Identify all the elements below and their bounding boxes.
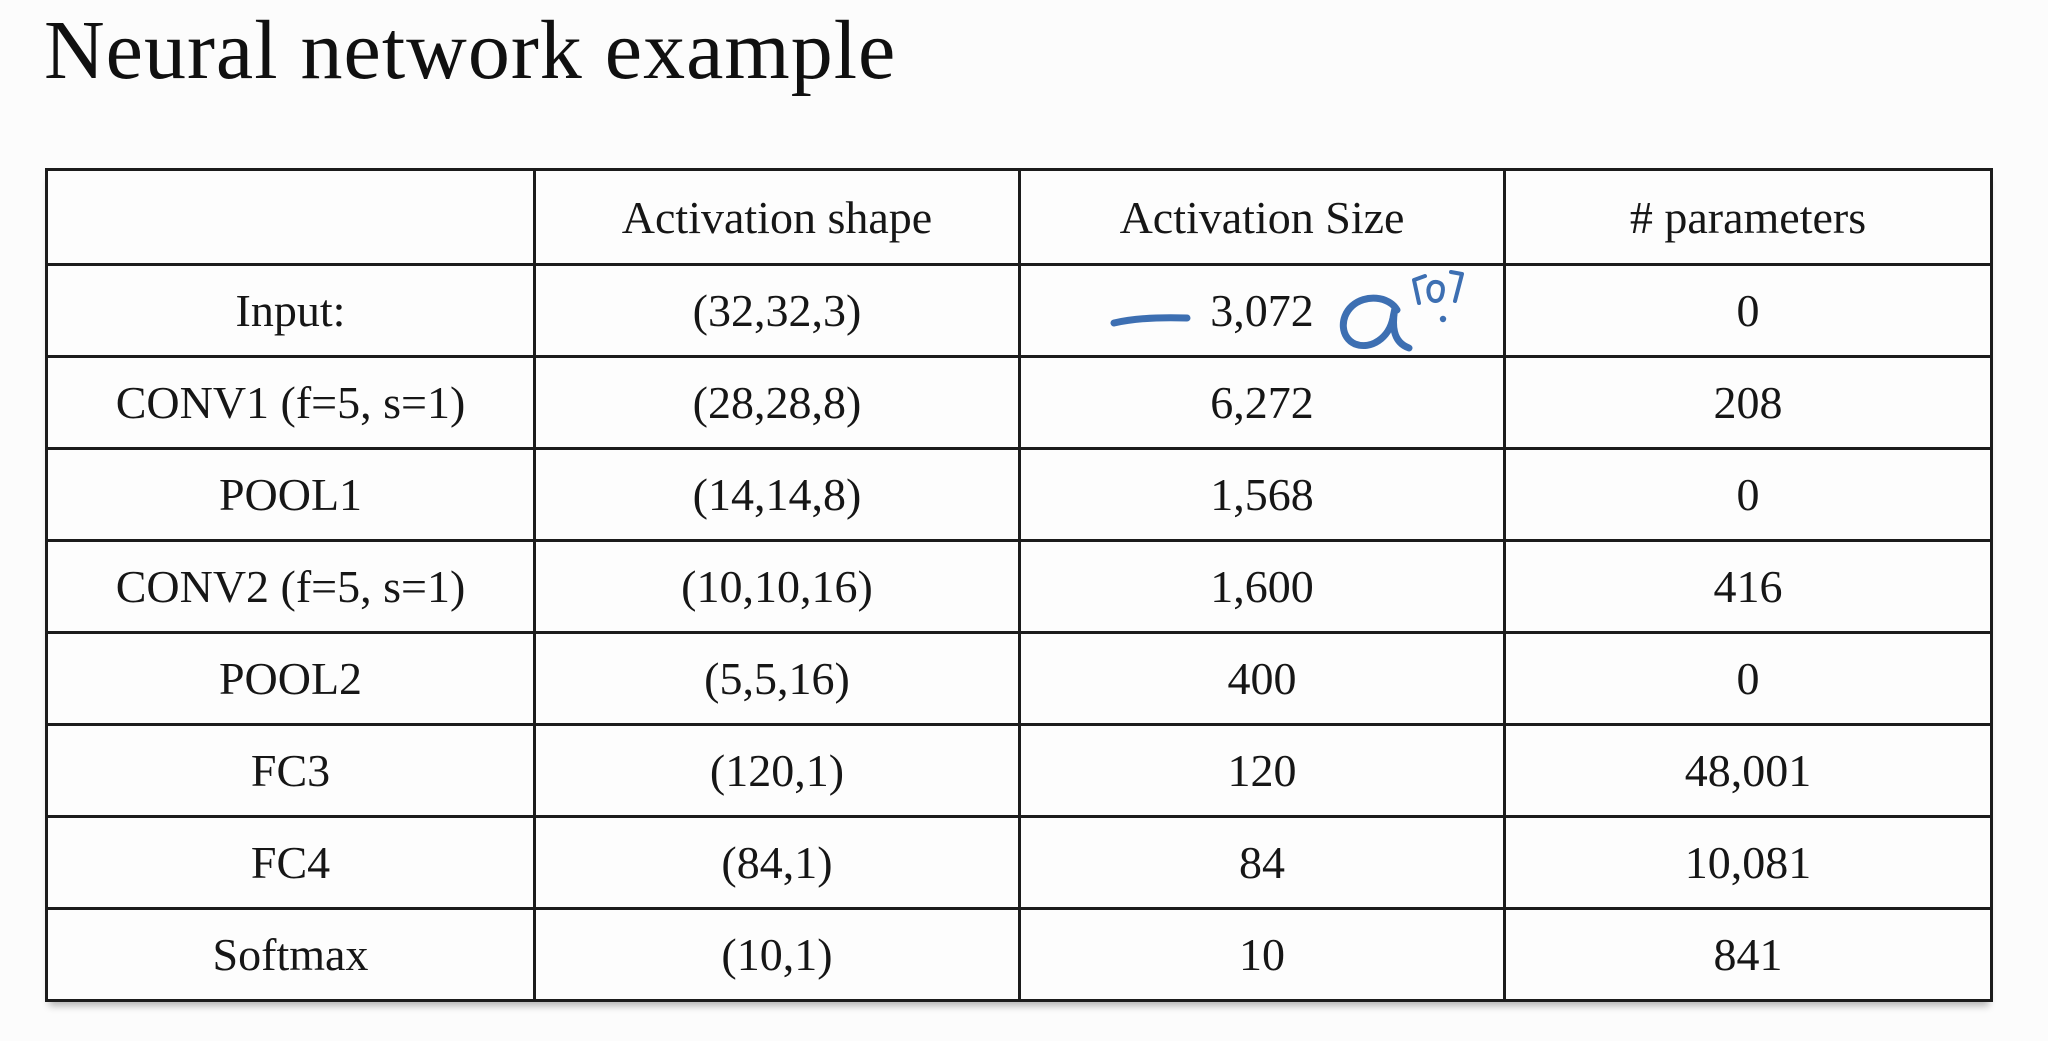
cell-activation-size: 1,568 (1018, 447, 1506, 542)
cell-activation-shape: (5,5,16) (533, 631, 1021, 726)
network-layers-table: Activation shape Activation Size # param… (45, 168, 1993, 1002)
pen-dash-mark (1110, 314, 1191, 327)
cell-parameters: 10,081 (1503, 815, 1993, 910)
a0-handwritten-annotation (1339, 270, 1464, 352)
cell-layer-label: Input: (45, 263, 536, 358)
table-row-pool1: POOL1 (14,14,8) 1,568 0 (45, 447, 1993, 542)
col-header-activation-shape: Activation shape (533, 168, 1021, 266)
cell-layer-label: Softmax (45, 907, 536, 1002)
cell-layer-label: FC3 (45, 723, 536, 818)
cell-parameters: 841 (1503, 907, 1993, 1002)
page-title: Neural network example (44, 4, 897, 97)
cell-activation-shape: (32,32,3) (533, 263, 1021, 358)
cell-activation-shape: (14,14,8) (533, 447, 1021, 542)
col-header-activation-size: Activation Size (1018, 168, 1506, 266)
cell-activation-size: 3,072 (1018, 263, 1506, 358)
cell-activation-size: 120 (1018, 723, 1506, 818)
cell-layer-label: FC4 (45, 815, 536, 910)
cell-layer-label: POOL1 (45, 447, 536, 542)
table-row-conv2: CONV2 (f=5, s=1) (10,10,16) 1,600 416 (45, 539, 1993, 634)
cell-layer-label: CONV1 (f=5, s=1) (45, 355, 536, 450)
cell-parameters: 48,001 (1503, 723, 1993, 818)
cell-text: 3,072 (1210, 285, 1314, 336)
cell-activation-shape: (10,10,16) (533, 539, 1021, 634)
cell-parameters: 0 (1503, 631, 1993, 726)
cell-layer-label: CONV2 (f=5, s=1) (45, 539, 536, 634)
cell-activation-shape: (84,1) (533, 815, 1021, 910)
col-header-parameters: # parameters (1503, 168, 1993, 266)
pen-dot (1439, 315, 1447, 323)
table-row-input: Input: (32,32,3) 3,072 0 (45, 263, 1993, 358)
table-header-row: Activation shape Activation Size # param… (45, 168, 1993, 266)
table-row-fc4: FC4 (84,1) 84 10,081 (45, 815, 1993, 910)
cell-parameters: 0 (1503, 263, 1993, 358)
cell-parameters: 0 (1503, 447, 1993, 542)
cell-activation-shape: (120,1) (533, 723, 1021, 818)
cell-activation-size: 10 (1018, 907, 1506, 1002)
cell-activation-size: 400 (1018, 631, 1506, 726)
cell-activation-size: 1,600 (1018, 539, 1506, 634)
table-row-softmax: Softmax (10,1) 10 841 (45, 907, 1993, 1002)
cell-parameters: 208 (1503, 355, 1993, 450)
cell-activation-size: 6,272 (1018, 355, 1506, 450)
col-header-blank (45, 168, 536, 266)
table-row-pool2: POOL2 (5,5,16) 400 0 (45, 631, 1993, 726)
cell-layer-label: POOL2 (45, 631, 536, 726)
cell-activation-shape: (10,1) (533, 907, 1021, 1002)
cell-activation-shape: (28,28,8) (533, 355, 1021, 450)
table-row-fc3: FC3 (120,1) 120 48,001 (45, 723, 1993, 818)
table-row-conv1: CONV1 (f=5, s=1) (28,28,8) 6,272 208 (45, 355, 1993, 450)
cell-parameters: 416 (1503, 539, 1993, 634)
cell-activation-size: 84 (1018, 815, 1506, 910)
